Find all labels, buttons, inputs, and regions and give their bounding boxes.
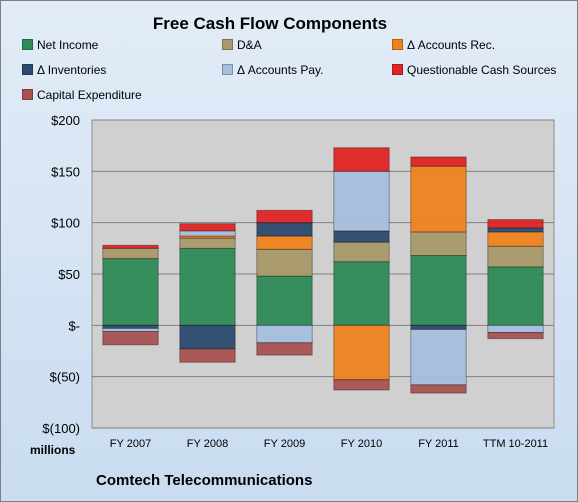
bar-segment: [410, 328, 467, 386]
bar-segment: [256, 342, 313, 356]
legend-item: D&A: [222, 38, 262, 52]
bar-segment: [256, 324, 313, 344]
bar-segment: [179, 230, 236, 237]
x-tick-label: FY 2011: [418, 438, 459, 450]
bar-segment: [333, 230, 390, 243]
y-tick-label: $(100): [42, 421, 80, 436]
bar-segment: [333, 241, 390, 263]
y-tick-label: $200: [51, 113, 80, 128]
bar-segment: [333, 379, 390, 391]
x-tick-label: FY 2008: [187, 438, 228, 450]
legend-item: Questionable Cash Sources: [392, 63, 556, 77]
legend-swatch: [222, 39, 233, 50]
x-tick-label: FY 2010: [341, 438, 382, 450]
bar-segment: [333, 170, 390, 232]
bar-segment: [487, 227, 544, 233]
bar-segment: [410, 384, 467, 394]
bar-segment: [410, 324, 467, 330]
y-tick-label: $150: [51, 164, 80, 179]
legend-swatch: [222, 64, 233, 75]
bar-segment: [410, 231, 467, 257]
bar-segment: [102, 247, 159, 260]
legend-label: Capital Expenditure: [37, 88, 142, 102]
bar-segment: [487, 332, 544, 340]
legend-item: Net Income: [22, 38, 98, 52]
y-tick-label: $100: [51, 216, 80, 231]
bar-segment: [333, 147, 390, 172]
bar-segment: [256, 222, 313, 237]
bar-segment: [102, 330, 159, 346]
legend-item: Δ Accounts Rec.: [392, 38, 495, 52]
legend-item: Δ Inventories: [22, 63, 106, 77]
bar-segment: [102, 244, 159, 249]
bar-segment: [487, 231, 544, 247]
bar-segment: [410, 156, 467, 167]
x-tick-label: FY 2007: [110, 438, 151, 450]
bar-segment: [487, 266, 544, 326]
bar-segment: [410, 165, 467, 233]
legend-swatch: [22, 64, 33, 75]
y-tick-label: $50: [58, 267, 80, 282]
legend-label: Net Income: [37, 38, 99, 52]
bar-segment: [333, 261, 390, 326]
legend-item: Δ Accounts Pay.: [222, 63, 324, 77]
bar-segment: [179, 247, 236, 326]
legend-label: Δ Accounts Pay.: [237, 63, 324, 77]
bar-segment: [487, 219, 544, 229]
x-tick-label: FY 2009: [264, 438, 305, 450]
legend-label: D&A: [237, 38, 262, 52]
legend-swatch: [22, 39, 33, 50]
bar-segment: [102, 258, 159, 326]
bar-segment: [102, 327, 159, 332]
legend-swatch: [392, 39, 403, 50]
bar-segment: [410, 255, 467, 326]
y-tick-label: $(50): [50, 370, 80, 385]
bar-segment: [256, 209, 313, 224]
bar-segment: [179, 324, 236, 350]
legend-label: Δ Accounts Rec.: [407, 38, 496, 52]
bar-segment: [487, 324, 544, 334]
legend-label: Δ Inventories: [37, 63, 107, 77]
chart-title: Free Cash Flow Components: [152, 14, 388, 33]
bar-segment: [179, 223, 236, 232]
legend-swatch: [22, 89, 33, 100]
y-tick-label: $-: [68, 318, 80, 333]
bar-segment: [256, 235, 313, 250]
bar-segment: [179, 237, 236, 249]
bar-segment: [333, 324, 390, 381]
bar-segment: [256, 275, 313, 326]
bar-segment: [487, 245, 544, 268]
bar-segment: [256, 248, 313, 277]
bar-segment: [179, 348, 236, 363]
x-tick-label: TTM 10-2011: [483, 438, 548, 450]
units-label: millions: [30, 443, 76, 457]
legend-label: Questionable Cash Sources: [407, 63, 557, 77]
legend-item: Capital Expenditure: [22, 88, 142, 102]
company-name: Comtech Telecommunications: [96, 472, 313, 489]
legend-swatch: [392, 64, 403, 75]
